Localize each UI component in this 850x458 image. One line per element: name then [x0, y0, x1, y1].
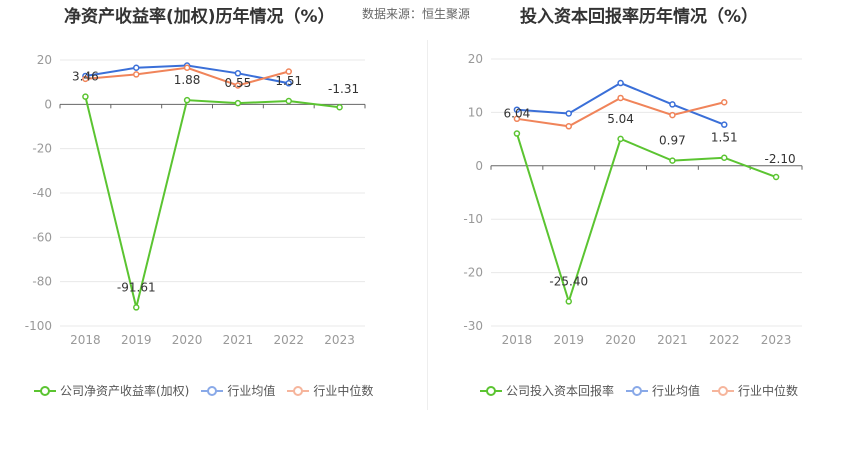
data-source-label: 数据来源：恒生聚源	[362, 7, 471, 21]
roe-y-tick-label: -20	[32, 142, 52, 156]
roe-y-tick-label: -100	[25, 319, 52, 333]
roe-data-point[interactable]	[183, 96, 191, 104]
roe-legend-item[interactable]: 公司净资产收益率(加权)	[34, 382, 189, 399]
roic-y-tick-label: -30	[463, 319, 483, 333]
roic-x-tick-label: 2019	[553, 333, 584, 347]
roe-legend-label: 行业均值	[227, 384, 276, 398]
roic-data-point[interactable]	[513, 130, 521, 137]
roic-data-point[interactable]	[513, 115, 521, 123]
roe-legend-item[interactable]: 行业均值	[201, 382, 275, 399]
roe-data-label: -1.31	[328, 82, 359, 96]
roe-legend-label: 公司净资产收益率(加权)	[60, 384, 190, 398]
roe-y-tick-label: 0	[44, 97, 52, 111]
roe-data-point[interactable]	[133, 64, 140, 72]
roe-data-point[interactable]	[285, 80, 292, 87]
roe-legend-item[interactable]: 行业中位数	[287, 382, 373, 399]
roic-data-point[interactable]	[565, 298, 572, 305]
roic-data-point[interactable]	[617, 79, 624, 87]
roic-data-point[interactable]	[513, 106, 521, 113]
roe-data-label: -91.61	[117, 280, 156, 294]
roic-legend-item[interactable]: 行业中位数	[712, 382, 798, 399]
right-chart-title: 投入资本回报率历年情况（%）	[520, 7, 759, 27]
roe-data-point[interactable]	[234, 82, 242, 89]
left-chart-title: 净资产收益率(加权)历年情况（%）	[64, 7, 335, 27]
roe-data-point[interactable]	[133, 71, 140, 78]
roic-data-point[interactable]	[565, 110, 572, 117]
roic-legend-label: 行业中位数	[738, 384, 799, 398]
roic-chart: 20 10 0 -10 -20 -30 2018 2019 2020 2021 2022 2023 6.…	[463, 52, 803, 347]
roe-data-point[interactable]	[133, 304, 140, 311]
roe-data-point[interactable]	[82, 75, 89, 83]
roe-y-tick-label: -40	[32, 186, 52, 200]
roic-y-tick-label: -20	[463, 266, 483, 280]
roic-legend-label: 行业均值	[652, 384, 701, 398]
roe-y-tick-label: 20	[37, 53, 52, 67]
roe-data-point[interactable]	[82, 93, 89, 100]
roic-data-label: 0.97	[659, 134, 686, 148]
legend-line-marker-icon	[626, 385, 649, 397]
roic-data-label: 6.04	[504, 107, 531, 121]
roic-data-point[interactable]	[721, 154, 728, 161]
roe-data-point[interactable]	[285, 97, 292, 105]
roe-legend-label: 行业中位数	[313, 384, 374, 398]
roic-data-point[interactable]	[772, 173, 780, 181]
roe-data-label: 1.88	[174, 73, 201, 87]
roe-y-tick-label: -80	[32, 275, 52, 289]
roic-data-point[interactable]	[669, 157, 676, 164]
roe-data-label: 3.46	[72, 70, 99, 84]
roic-x-tick-label: 2023	[761, 333, 792, 347]
roic-data-point[interactable]	[617, 94, 624, 102]
legend-line-marker-icon	[34, 385, 56, 397]
roic-data-point[interactable]	[669, 101, 676, 108]
roic-data-label: 1.51	[711, 131, 738, 145]
roic-legend-item[interactable]: 行业均值	[626, 382, 700, 399]
roic-data-label: 5.04	[607, 112, 634, 126]
roe-legend: 公司净资产收益率(加权) 行业均值 行业中位数	[34, 382, 385, 399]
roic-data-point[interactable]	[721, 99, 728, 106]
roic-y-tick-label: 20	[468, 52, 483, 66]
panel-divider	[427, 40, 428, 410]
roic-y-tick-label: 10	[468, 105, 483, 119]
roe-x-tick-label: 2022	[273, 333, 304, 347]
legend-line-marker-icon	[480, 385, 502, 397]
roe-data-point[interactable]	[285, 68, 292, 75]
roic-legend-item[interactable]: 公司投入资本回报率	[480, 382, 614, 399]
roic-data-label: -25.40	[549, 274, 588, 288]
roic-legend-label: 公司投入资本回报率	[506, 384, 615, 398]
roe-x-tick-label: 2021	[223, 333, 254, 347]
roe-data-point[interactable]	[234, 99, 242, 107]
roe-x-tick-label: 2020	[172, 333, 203, 347]
roe-data-point[interactable]	[336, 103, 343, 111]
roic-data-point[interactable]	[669, 111, 676, 119]
roic-legend: 公司投入资本回报率 行业均值 行业中位数	[480, 382, 810, 399]
roic-x-tick-label: 2021	[657, 333, 688, 347]
roic-data-point[interactable]	[565, 123, 572, 130]
roic-series-line-0	[515, 133, 777, 305]
roic-y-tick-label: 0	[475, 159, 483, 173]
legend-line-marker-icon	[712, 385, 735, 397]
roic-data-label: -2.10	[765, 152, 796, 166]
roe-data-label: 0.55	[225, 76, 252, 90]
roe-series-line-0	[84, 96, 340, 308]
roe-x-tick-label: 2019	[121, 333, 152, 347]
roic-x-tick-label: 2020	[605, 333, 636, 347]
roe-x-tick-label: 2023	[324, 333, 355, 347]
roe-x-tick-label: 2018	[70, 333, 101, 347]
roic-data-point[interactable]	[721, 121, 728, 128]
roe-data-point[interactable]	[234, 70, 242, 77]
roic-data-point[interactable]	[617, 135, 624, 143]
roe-data-point[interactable]	[183, 64, 191, 72]
roic-x-tick-label: 2022	[709, 333, 740, 347]
legend-line-marker-icon	[287, 385, 310, 397]
roic-x-tick-label: 2018	[502, 333, 533, 347]
roe-data-label: 1.51	[275, 74, 302, 88]
roic-y-tick-label: -10	[463, 212, 483, 226]
roe-chart: 20 0 -20 -40 -60 -80 -100 2018 2019 2020 2021 2022 2…	[25, 53, 366, 347]
roe-y-tick-label: -60	[32, 230, 52, 244]
legend-line-marker-icon	[201, 385, 224, 397]
